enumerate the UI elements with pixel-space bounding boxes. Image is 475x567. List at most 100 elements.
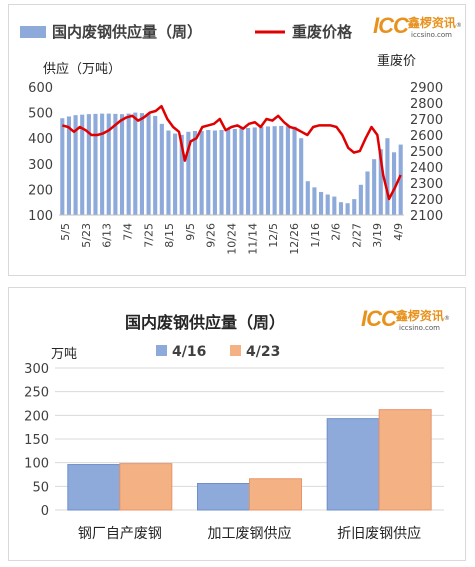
supply-bar <box>166 130 171 215</box>
x-tick-label: 7/4 <box>121 223 134 241</box>
supply-bar <box>385 138 390 215</box>
logo-reg-mark: ® <box>455 22 462 29</box>
supply-bar <box>226 129 231 215</box>
chart2-legend: 4/16 4/23 <box>156 344 280 360</box>
bar-4-23 <box>119 463 173 511</box>
y-left-axis-title: 供应（万吨） <box>43 61 121 77</box>
supply-bar <box>119 114 125 215</box>
legend-swatch-4-23 <box>230 345 241 356</box>
y-left-tick-label: 100 <box>28 209 53 224</box>
supply-bar <box>159 123 164 215</box>
supply-bar <box>292 126 297 215</box>
supply-bar <box>206 130 211 215</box>
supply-bar <box>265 126 271 215</box>
y-left-tick-label: 600 <box>28 81 53 96</box>
chart1-plot-area: 100 200 300 400 500 600 2100220023002400250026… <box>28 81 443 255</box>
supply-bar <box>305 181 310 215</box>
category-label: 折旧废钢供应 <box>337 525 421 542</box>
y-right-tick-label: 2800 <box>410 97 443 112</box>
x-tick-label: 12/5 <box>267 223 280 248</box>
logo-cn-text: 鑫椤资讯 <box>395 309 444 323</box>
supply-bar <box>219 130 224 215</box>
supply-bar <box>133 112 138 215</box>
supply-bar <box>319 191 324 215</box>
y-left-tick-label: 300 <box>28 158 53 173</box>
legend-label-4-23: 4/23 <box>246 344 280 360</box>
chart2-title: 国内废钢供应量（周） <box>125 313 285 332</box>
x-tick-label: 10/24 <box>226 223 239 255</box>
y-right-tick-label: 2700 <box>410 113 443 128</box>
y-tick-label: 300 <box>24 362 49 377</box>
supply-bar <box>372 159 377 215</box>
y-tick-label: 50 <box>32 480 49 495</box>
icc-logo: ICC鑫椤资讯® iccsino.com <box>373 13 462 39</box>
supply-bar <box>338 202 344 215</box>
supply-bar <box>259 126 264 215</box>
supply-bar <box>358 184 363 215</box>
y-tick-label: 150 <box>24 433 49 448</box>
x-tick-label: 8/15 <box>163 223 176 248</box>
supply-bar <box>60 118 65 215</box>
supply-bar <box>199 131 204 215</box>
supply-bar <box>272 126 277 215</box>
legend-swatch-4-16 <box>156 345 167 356</box>
supply-bar <box>365 171 370 215</box>
legend-bar-swatch <box>20 26 46 38</box>
x-tick-label: 2/6 <box>330 223 343 241</box>
x-tick-label: 5/23 <box>80 223 93 248</box>
supply-bar <box>246 127 251 215</box>
supply-bar <box>93 113 98 215</box>
x-tick-label: 9/5 <box>184 223 197 241</box>
supply-bar <box>126 113 131 215</box>
supply-bar <box>378 149 383 215</box>
bar-4-16 <box>197 482 250 511</box>
y-right-tick-label: 2300 <box>410 177 443 192</box>
supply-bar <box>192 131 198 215</box>
y-left-tick-label: 400 <box>28 132 53 147</box>
x-tick-label: 7/25 <box>142 223 155 248</box>
supply-bar <box>325 194 330 215</box>
logo-url-text: iccsino.com <box>399 324 441 332</box>
supply-bar <box>239 128 244 215</box>
category-label: 加工废钢供应 <box>208 525 292 542</box>
supply-bar <box>173 133 178 215</box>
supply-bar <box>391 152 397 215</box>
x-tick-label: 4/9 <box>392 223 405 241</box>
bar-4-23 <box>249 478 302 511</box>
chart2-unit: 万吨 <box>51 347 77 362</box>
logo-reg-mark: ® <box>443 315 450 322</box>
x-tick-label: 1/16 <box>309 223 322 248</box>
supply-bar <box>73 115 78 215</box>
supply-bar <box>113 113 118 215</box>
logo-icc-text: ICC <box>361 306 397 331</box>
supply-bar <box>345 203 350 215</box>
supply-bar <box>299 138 304 215</box>
supply-breakdown-chart-panel: 国内废钢供应量（周） 万吨 4/16 4/23 0 50 100 150 200 250 3… <box>8 287 466 561</box>
supply-bar <box>146 113 151 215</box>
supply-bar <box>100 113 105 215</box>
y-tick-label: 100 <box>24 457 49 472</box>
price-line <box>61 104 402 201</box>
supply-bar <box>139 113 144 215</box>
bar-4-23 <box>378 409 432 511</box>
y-right-tick-label: 2900 <box>410 81 443 96</box>
y-tick-label: 250 <box>24 386 49 401</box>
legend-label-4-16: 4/16 <box>172 344 206 360</box>
y-right-tick-label: 2200 <box>410 193 443 208</box>
y-right-axis-title: 重废价 <box>377 53 416 69</box>
supply-bar <box>80 114 85 215</box>
y-left-tick-label: 200 <box>28 183 53 198</box>
y-right-tick-label: 2100 <box>410 209 443 224</box>
logo-icc-text: ICC <box>373 13 409 38</box>
supply-price-chart: 国内废钢供应量（周） 重废价格 供应（万吨） 重废价 100 200 300 400 5… <box>20 23 443 255</box>
icc-logo-2: ICC鑫椤资讯® iccsino.com <box>361 306 450 332</box>
supply-bar <box>179 134 184 215</box>
supply-bar <box>212 130 217 215</box>
y-right-tick-label: 2400 <box>410 161 443 176</box>
y-left-tick-label: 500 <box>28 107 53 122</box>
logo-cn-text: 鑫椤资讯 <box>407 16 456 30</box>
bar-4-16 <box>326 418 380 511</box>
supply-bar <box>398 144 403 215</box>
supply-bar <box>285 126 290 215</box>
bar-4-16 <box>67 464 121 511</box>
